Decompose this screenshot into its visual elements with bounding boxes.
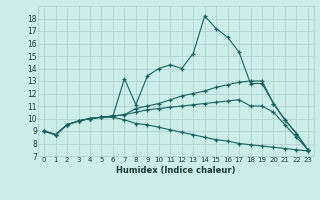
X-axis label: Humidex (Indice chaleur): Humidex (Indice chaleur) [116,166,236,175]
